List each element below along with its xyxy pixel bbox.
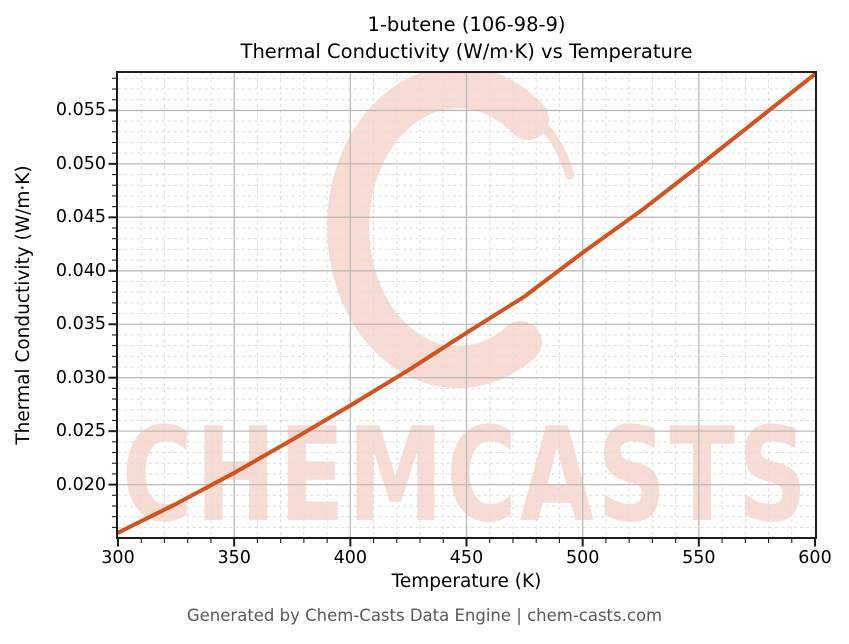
x-tick-label: 400 (333, 548, 368, 568)
plot-canvas: CHEMCASTS (118, 73, 815, 537)
x-tick-label: 450 (449, 548, 484, 568)
plot-area: CHEMCASTS (116, 71, 817, 539)
watermark-text: CHEMCASTS (122, 399, 810, 537)
x-tick-label: 550 (682, 548, 716, 568)
chart-title-line1: 1-butene (106-98-9) (367, 13, 566, 36)
y-tick-label: 0.045 (55, 207, 106, 228)
y-tick-label: 0.055 (55, 100, 106, 121)
y-axis-label: Thermal Conductivity (W/m·K) (13, 165, 34, 445)
y-tick-label: 0.020 (55, 474, 106, 495)
y-tick-label: 0.050 (55, 153, 106, 174)
chart-title: 1-butene (106-98-9) Thermal Conductivity… (118, 11, 815, 65)
y-tick-label: 0.030 (55, 367, 106, 388)
y-tick-label: 0.040 (55, 260, 106, 281)
x-axis-label: Temperature (K) (391, 571, 542, 592)
x-tick-label: 300 (101, 548, 135, 568)
x-tick-label: 600 (798, 548, 832, 568)
watermark-logo-swoosh-icon (495, 92, 575, 180)
watermark-logo-c-icon (327, 73, 549, 389)
y-tick-label: 0.035 (55, 314, 106, 335)
x-tick-label: 500 (565, 548, 600, 568)
data-curve (118, 73, 815, 535)
x-tick-label: 350 (217, 548, 251, 568)
y-tick-label: 0.025 (55, 421, 106, 442)
footer-credit: Generated by Chem-Casts Data Engine | ch… (186, 606, 663, 625)
chart-title-line2: Thermal Conductivity (W/m·K) vs Temperat… (240, 40, 693, 63)
